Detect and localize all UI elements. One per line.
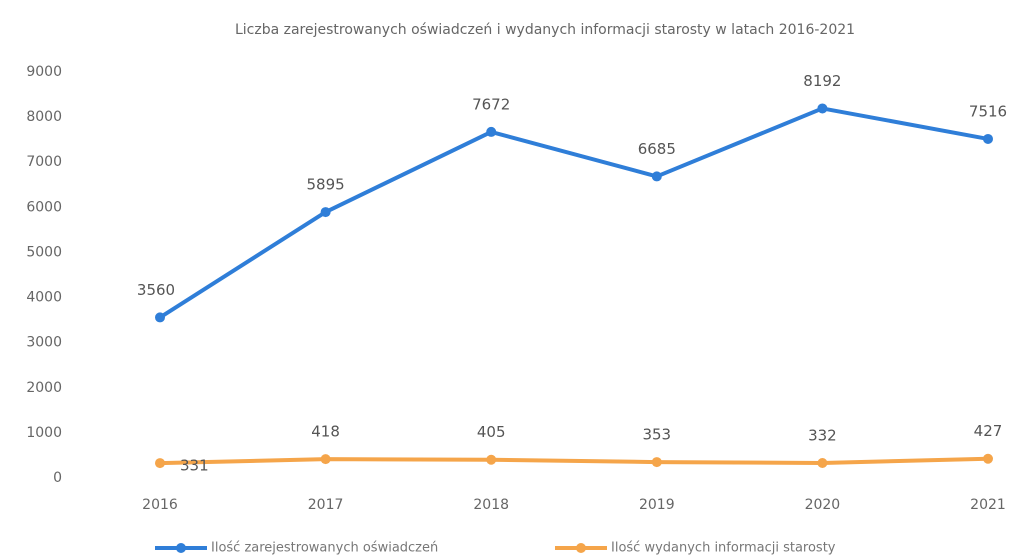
data-label: 3560: [137, 281, 175, 299]
point: [817, 103, 828, 114]
x-tick-label: 2020: [805, 497, 841, 513]
y-tick-label: 1000: [26, 425, 62, 441]
x-tick-label: 2018: [473, 497, 509, 513]
data-label: 7516: [969, 102, 1007, 120]
legend-label: Ilość wydanych informacji starosty: [611, 541, 836, 556]
point: [983, 453, 993, 464]
y-tick-label: 5000: [26, 244, 62, 260]
data-label: 6685: [638, 140, 676, 158]
y-tick-label: 9000: [26, 64, 62, 80]
series-line: [159, 456, 989, 466]
x-tick-label: 2021: [970, 497, 1006, 513]
point: [983, 133, 993, 144]
x-tick-label: 2017: [308, 497, 344, 513]
x-tick-label: 2016: [142, 497, 178, 513]
y-tick-label: 2000: [26, 380, 62, 396]
data-label: 332: [808, 427, 837, 445]
data-label: 8192: [803, 72, 841, 90]
y-tick-label: 8000: [26, 109, 62, 125]
data-label: 427: [974, 422, 1003, 440]
legend-label: Ilość zarejestrowanych oświadczeń: [211, 541, 438, 556]
legend-marker: [176, 543, 186, 553]
point: [320, 454, 331, 465]
x-tick-label: 2019: [639, 497, 675, 513]
data-label: 418: [311, 423, 340, 441]
point: [155, 458, 165, 469]
point: [651, 457, 662, 468]
y-tick-label: 3000: [26, 335, 62, 351]
point: [155, 312, 165, 323]
y-tick-label: 7000: [26, 154, 62, 170]
y-tick-label: 4000: [26, 290, 62, 306]
y-tick-label: 0: [53, 470, 62, 486]
series-line: [158, 106, 989, 320]
data-label: 5895: [307, 176, 345, 194]
chart-title: Liczba zarejestrowanych oświadczeń i wyd…: [235, 22, 855, 38]
data-label: 353: [642, 426, 671, 444]
point: [486, 454, 497, 465]
point: [486, 126, 497, 137]
data-label: 405: [477, 423, 506, 441]
y-tick-label: 6000: [26, 199, 62, 215]
legend-marker: [576, 543, 586, 553]
point: [817, 458, 828, 469]
point: [651, 171, 662, 182]
point: [320, 207, 331, 218]
data-label: 7672: [472, 95, 510, 113]
data-label: 331: [180, 457, 209, 475]
